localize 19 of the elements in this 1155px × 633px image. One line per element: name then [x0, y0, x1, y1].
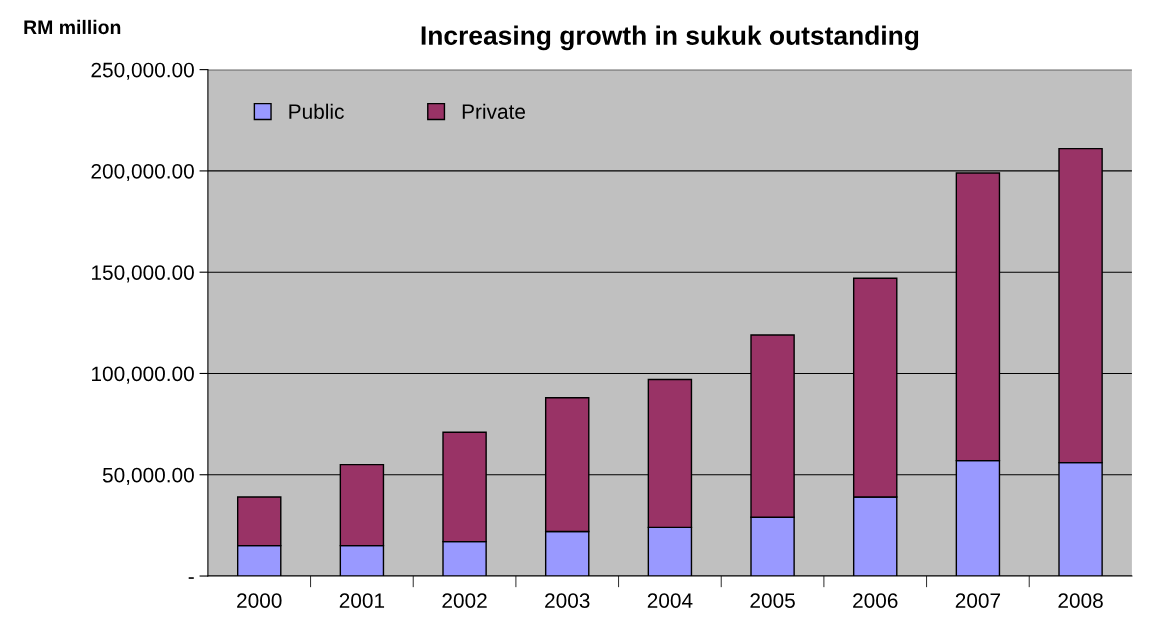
chart-title: Increasing growth in sukuk outstanding — [421, 25, 919, 51]
x-tick-label: 2008 — [1058, 593, 1103, 608]
x-tick-label: 2002 — [442, 593, 487, 608]
y-tick-label: 100,000.00 — [92, 366, 194, 384]
y-tick-label: 200,000.00 — [91, 163, 194, 182]
x-tick-label: 2005 — [750, 593, 795, 608]
legend-label: Public — [289, 103, 344, 119]
y-tick-label: 50,000.00 — [102, 467, 194, 485]
x-tick-label: 2003 — [545, 593, 590, 608]
x-tick-label: 2000 — [237, 593, 282, 608]
y-tick-label: 150,000.00 — [92, 265, 194, 283]
y-tick-label: 250,000.00 — [91, 62, 194, 80]
x-tick-label: 2006 — [853, 593, 898, 608]
legend-label: Private — [462, 103, 526, 119]
y-tick-label: - — [188, 577, 194, 579]
y-axis-title: RM million — [24, 19, 121, 35]
x-tick-label: 2004 — [647, 593, 693, 608]
x-tick-label: 2001 — [339, 593, 385, 608]
x-tick-label: 2007 — [955, 593, 1001, 608]
